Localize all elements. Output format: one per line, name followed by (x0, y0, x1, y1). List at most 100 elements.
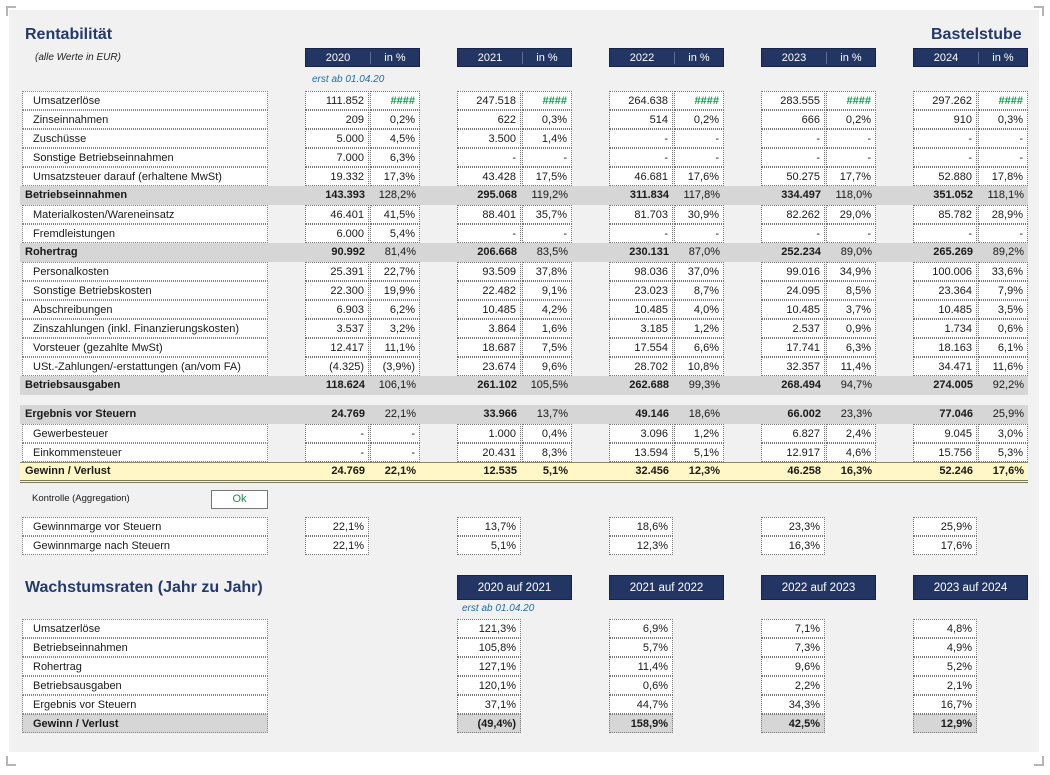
percent-label: in % (536, 51, 558, 64)
frame-corner (1042, 756, 1044, 766)
value-cell: 10.485 (913, 300, 977, 319)
frame-corner (6, 764, 16, 766)
value-cell: 6.000 (305, 224, 369, 243)
value-cell: 46.258 (787, 465, 821, 477)
value-cell: 666 (761, 110, 825, 129)
value-cell: 66.002 (787, 408, 821, 420)
value-cell: 230.131 (629, 246, 669, 258)
value-cell: 264.638 (609, 91, 673, 110)
value-cell: 50.275 (761, 167, 825, 186)
percent-cell: 11,6% (978, 357, 1028, 376)
percent-cell: 22,7% (370, 262, 420, 281)
percent-cell: #### (522, 91, 572, 110)
percent-cell: 5,1% (674, 443, 724, 462)
start-note: erst ab 01.04.20 (312, 74, 385, 85)
value-cell: 23.364 (913, 281, 977, 300)
growth-value: (49,4%) (457, 714, 521, 733)
frame-corner (1034, 6, 1044, 8)
percent-cell: 30,9% (674, 205, 724, 224)
margin-label: Gewinnmarge nach Steuern (22, 536, 268, 555)
margin-value: 18,6% (609, 517, 673, 536)
value-cell: - (609, 129, 673, 148)
value-cell: 9.045 (913, 424, 977, 443)
margin-value: 23,3% (761, 517, 825, 536)
percent-cell: 17,3% (370, 167, 420, 186)
row-label: Umsatzerlöse (22, 91, 268, 110)
margin-value: 13,7% (457, 517, 521, 536)
value-cell: 13.594 (609, 443, 673, 462)
percent-cell: 105,5% (530, 379, 568, 391)
growth-value: 0,6% (609, 676, 673, 695)
value-cell: 311.834 (629, 189, 669, 201)
value-cell: 910 (913, 110, 977, 129)
value-cell: 81.703 (609, 205, 673, 224)
percent-cell: 128,2% (378, 189, 416, 201)
year-header: 2021 in % (457, 48, 572, 67)
percent-cell: 4,2% (522, 300, 572, 319)
row-label: USt.-Zahlungen/-erstattungen (an/vom FA) (22, 357, 268, 376)
percent-cell: 6,1% (978, 338, 1028, 357)
growth-label: Umsatzerlöse (22, 619, 268, 638)
value-cell: 283.555 (761, 91, 825, 110)
value-cell: 295.068 (477, 189, 517, 201)
frame-corner (6, 6, 16, 8)
value-cell: 10.485 (761, 300, 825, 319)
value-cell: 19.332 (305, 167, 369, 186)
percent-cell: 0,9% (826, 319, 876, 338)
growth-value: 7,3% (761, 638, 825, 657)
growth-value: 44,7% (609, 695, 673, 714)
row-label: Umsatzsteuer darauf (erhaltene MwSt) (22, 167, 268, 186)
percent-cell: 3,0% (978, 424, 1028, 443)
percent-cell: 0,3% (978, 110, 1028, 129)
value-cell: 17.554 (609, 338, 673, 357)
growth-note: erst ab 01.04.20 (462, 603, 535, 614)
period-header: 2021 auf 2022 (609, 575, 724, 600)
value-cell: 32.456 (635, 465, 669, 477)
value-cell: 265.269 (933, 246, 973, 258)
value-cell: 52.246 (939, 465, 973, 477)
percent-cell: 0,2% (370, 110, 420, 129)
percent-cell: 1,2% (674, 424, 724, 443)
value-cell: 82.262 (761, 205, 825, 224)
value-cell: 49.146 (635, 408, 669, 420)
percent-cell: 3,2% (370, 319, 420, 338)
margin-value: 22,1% (305, 536, 369, 555)
value-cell: 77.046 (939, 408, 973, 420)
percent-cell: 94,7% (840, 379, 872, 391)
percent-label: in % (688, 51, 710, 64)
percent-cell: 17,6% (992, 465, 1024, 477)
row-label: Ergebnis vor Steuern (25, 408, 137, 420)
margin-value: 22,1% (305, 517, 369, 536)
value-cell: 52.880 (913, 167, 977, 186)
growth-value: 158,9% (609, 714, 673, 733)
percent-cell: - (978, 224, 1028, 243)
value-cell: 351.052 (933, 189, 973, 201)
value-cell: 12.917 (761, 443, 825, 462)
percent-cell: 7,5% (522, 338, 572, 357)
value-cell: 93.509 (457, 262, 521, 281)
value-cell: 514 (609, 110, 673, 129)
row-band (20, 405, 1028, 424)
percent-cell: 0,2% (826, 110, 876, 129)
value-cell: 274.005 (933, 379, 973, 391)
value-cell: 2.537 (761, 319, 825, 338)
growth-value: 34,3% (761, 695, 825, 714)
percent-cell: 29,0% (826, 205, 876, 224)
percent-cell: 6,3% (826, 338, 876, 357)
value-cell: 24.095 (761, 281, 825, 300)
value-cell: - (609, 224, 673, 243)
percent-cell: 3,7% (826, 300, 876, 319)
percent-cell: 0,3% (522, 110, 572, 129)
growth-value: 4,8% (913, 619, 977, 638)
value-cell: 12.535 (483, 465, 517, 477)
growth-value: 12,9% (913, 714, 977, 733)
row-label: Gewinn / Verlust (25, 465, 111, 477)
row-label: Zinseinnahmen (22, 110, 268, 129)
percent-cell: 5,3% (978, 443, 1028, 462)
percent-cell: 119,2% (531, 189, 569, 201)
row-label: Betriebsausgaben (25, 379, 121, 391)
value-cell: 98.036 (609, 262, 673, 281)
percent-cell: 28,9% (978, 205, 1028, 224)
percent-cell: - (674, 224, 724, 243)
percent-cell: 6,6% (674, 338, 724, 357)
